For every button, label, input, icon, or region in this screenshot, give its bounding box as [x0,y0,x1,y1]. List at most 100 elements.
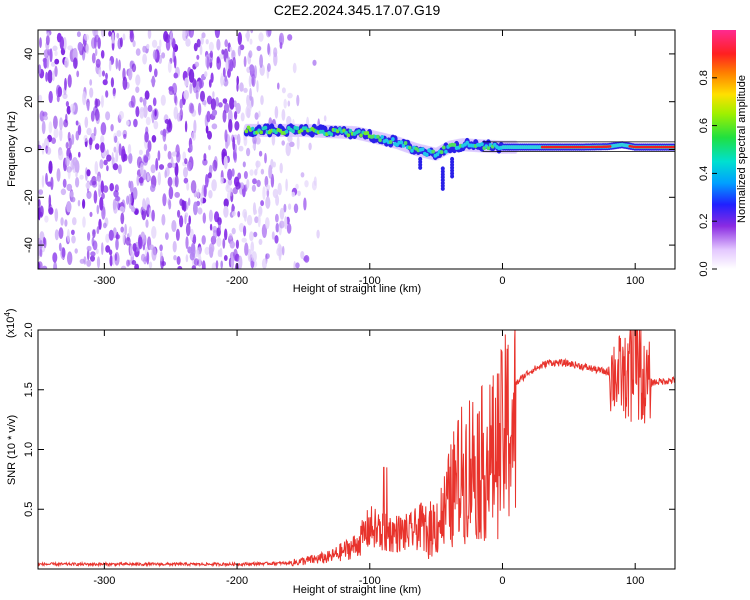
noise-blob [240,112,245,122]
noise-blob [277,182,282,196]
trace-inner [465,140,470,145]
noise-blob [227,68,231,78]
noise-blob [208,189,213,199]
spectrogram-y-ticks: -40 -20 0 20 40 [23,48,675,253]
noise-blob [53,115,58,129]
trace-inner [486,146,491,151]
noise-blob [54,208,59,222]
noise-blob [112,89,116,97]
trace-inner [420,147,425,152]
y-tick-label: 0 [23,146,35,152]
noise-blob [229,97,235,110]
noise-blob [123,133,127,140]
noise-blob [171,162,176,168]
noise-blob [44,215,49,223]
noise-blob [260,168,265,175]
noise-blob [96,204,100,215]
noise-blob [257,214,261,228]
noise-blob [62,37,67,51]
noise-blob [176,112,181,122]
noise-blob [230,255,235,269]
noise-blob [234,111,238,120]
noise-blob [75,120,79,126]
noise-blob [174,175,179,188]
noise-blob [279,162,283,174]
noise-blob [101,242,104,256]
snr-y-label: SNR (10 * v/v) [6,415,18,485]
noise-blob [89,180,93,186]
noise-blob [185,38,191,47]
noise-blob [165,38,171,51]
noise-blob [254,169,258,176]
noise-blob [233,248,238,262]
noise-blob [223,198,229,208]
noise-blob [284,216,288,230]
noise-blob [108,30,112,37]
noise-blob [46,181,53,187]
noise-blob [46,146,52,155]
noise-blob [89,87,94,98]
noise-blob [281,245,285,256]
noise-blob [64,77,67,91]
noise-blob [204,246,210,255]
noise-blob [143,256,147,265]
noise-blob [303,255,310,263]
noise-blob [281,87,286,94]
noise-blob [179,215,184,228]
noise-blob [251,96,254,108]
noise-blob [126,259,130,267]
noise-blob [74,248,78,254]
noise-blob [296,136,300,150]
noise-blob [216,56,220,64]
trace-inner [295,126,300,131]
noise-blob [211,123,218,130]
noise-blob [99,196,104,211]
noise-blob [216,38,221,51]
x-tick-label: 0 [499,575,505,587]
trace-inner [346,133,351,138]
noise-blob [38,94,43,103]
noise-blob [58,227,64,240]
noise-blob [256,45,262,52]
noise-blob [92,240,98,251]
noise-blob [122,67,126,81]
noise-blob [203,153,207,162]
noise-blob [243,225,247,237]
noise-blob [174,191,180,198]
noise-blob [292,62,297,74]
noise-blob [200,191,203,206]
trace-inner [408,145,412,150]
noise-blob [84,116,89,128]
noise-blob [312,59,317,66]
noise-blob [165,167,170,177]
noise-blob [142,198,146,212]
noise-blob [70,196,76,203]
trace-inner [431,149,436,154]
trace-inner [435,152,440,157]
trace-drip [440,186,445,191]
noise-blob [86,249,90,261]
noise-blob [201,235,206,245]
noise-blob [210,72,214,83]
noise-blob [45,35,50,46]
noise-blob [139,108,145,119]
noise-blob [229,187,233,197]
noise-blob [71,134,75,145]
noise-blob [260,200,264,207]
noise-blob [266,188,270,198]
trace-inner [359,133,363,138]
noise-blob [139,96,143,103]
noise-blob [144,131,149,143]
noise-blob [204,71,208,78]
noise-blob [98,69,102,78]
noise-blob [167,176,173,187]
colorbar-gradient [712,30,736,269]
noise-blob [270,173,275,188]
noise-blob [69,103,76,113]
noise-blob [239,82,244,92]
noise-blob [148,207,152,219]
noise-blob [77,41,83,52]
noise-blob [197,207,203,215]
noise-blob [57,86,63,97]
